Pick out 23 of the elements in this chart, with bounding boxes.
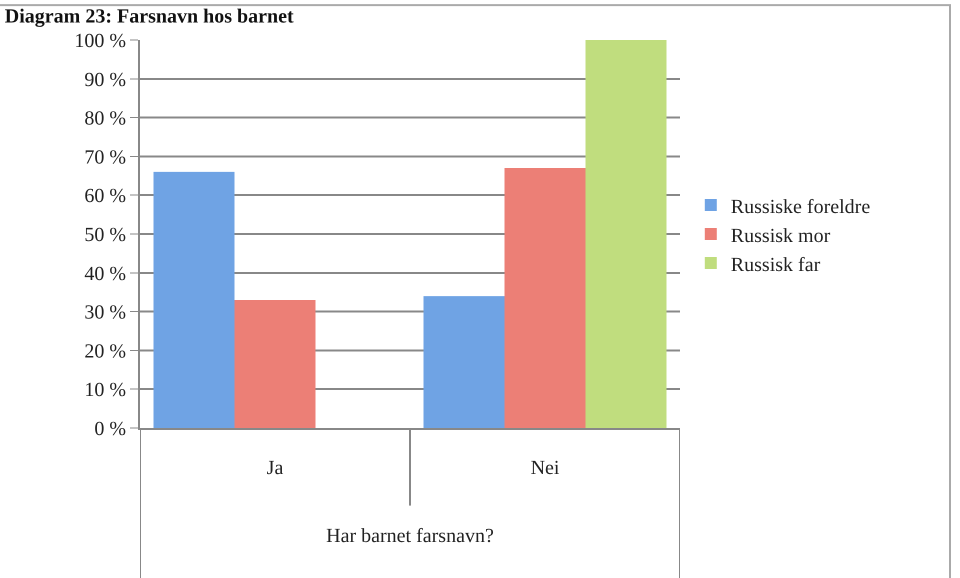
bar — [504, 168, 586, 428]
y-tick-label: 100 % — [74, 30, 126, 52]
x-axis-title: Har barnet farsnavn? — [326, 525, 494, 547]
bar — [234, 300, 316, 428]
y-tick-label: 20 % — [84, 340, 126, 362]
y-tick-label: 40 % — [84, 262, 126, 285]
legend-label: Russisk far — [730, 254, 821, 276]
legend-label: Russiske foreldre — [730, 196, 870, 218]
bar — [424, 296, 504, 428]
legend-label: Russisk mor — [730, 224, 831, 247]
y-tick-label: 0 % — [94, 418, 126, 440]
y-tick-label: 10 % — [84, 379, 126, 402]
chart-title: Diagram 23: Farsnavn hos barnet — [4, 6, 294, 28]
y-tick-label: 30 % — [84, 302, 126, 324]
y-tick-label: 70 % — [84, 146, 126, 168]
y-tick-label: 90 % — [84, 68, 126, 91]
bar — [154, 172, 234, 428]
y-tick-label: 50 % — [84, 224, 126, 246]
y-tick-label: 80 % — [84, 108, 126, 130]
x-tick-label: Ja — [266, 457, 284, 479]
x-tick-label: Nei — [530, 457, 560, 479]
bar — [586, 40, 666, 428]
y-tick-label: 60 % — [84, 185, 126, 208]
